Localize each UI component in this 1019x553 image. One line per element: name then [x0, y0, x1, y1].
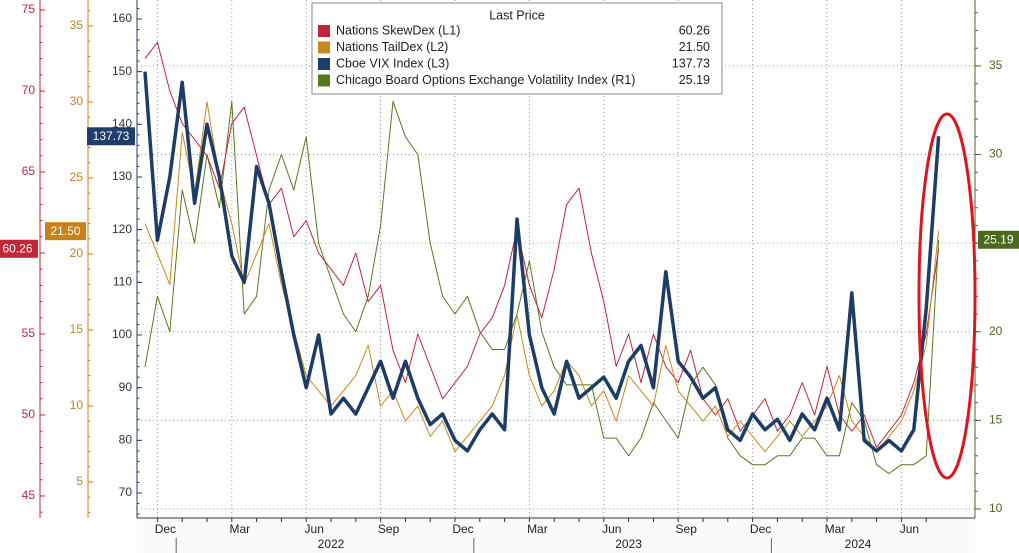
y-tick-label: 80 [119, 433, 133, 447]
badges: 60.26 21.50 137.73 25.19 [0, 127, 1019, 258]
y-tick-label: 30 [989, 147, 1003, 161]
x-tick-label: Mar [229, 522, 250, 536]
series-line [143, 71, 941, 453]
y-tick-label: 20 [989, 324, 1003, 338]
y-tick-label: 90 [119, 380, 133, 394]
last-value-badge [978, 230, 1019, 249]
last-value-badge [0, 239, 38, 258]
y-tick-label: 35 [989, 58, 1003, 72]
y-tick-label: 70 [119, 485, 133, 499]
y-tick-label: 150 [112, 64, 132, 78]
y-tick-label: 30 [70, 94, 84, 108]
y-tick-label: 10 [70, 398, 84, 412]
year-label: 2023 [615, 537, 642, 551]
y-tick-label: 35 [70, 18, 84, 32]
last-value-badge [87, 127, 135, 146]
y-tick-label: 10 [989, 501, 1003, 515]
x-tick-label: Dec [452, 522, 473, 536]
last-value-label: 60.26 [2, 241, 32, 255]
legend-rows: Nations SkewDex (L1) 60.26 Nations TailDex… [318, 23, 710, 87]
last-value-label: 25.19 [983, 232, 1013, 246]
y-tick-label: 55 [22, 326, 36, 340]
legend-label: Nations TailDex (L2) [336, 40, 448, 54]
y-tick-label: 75 [22, 2, 36, 16]
last-value-label: 137.73 [93, 129, 130, 143]
x-tick-label: Sep [676, 522, 698, 536]
x-tick-label: Mar [825, 522, 846, 536]
y-tick-label: 160 [112, 11, 132, 25]
y-tick-label: 120 [112, 222, 132, 236]
y-tick-label: 100 [112, 327, 132, 341]
year-label: 2024 [845, 537, 872, 551]
series-line [144, 100, 940, 474]
x-tick-label: Mar [527, 522, 548, 536]
x-tick-label: Jun [305, 522, 324, 536]
y-tick-label: 70 [22, 83, 36, 97]
y-tick-label: 65 [22, 164, 36, 178]
legend-swatch [318, 25, 330, 37]
y-tick-label: 140 [112, 116, 132, 130]
y-tick-label: 15 [989, 413, 1003, 427]
legend-title: Last Price [489, 8, 545, 22]
y-tick-label: 130 [112, 169, 132, 183]
legend: Last Price Nations SkewDex (L1) 60.26Nati… [311, 2, 723, 95]
legend-value: 21.50 [679, 40, 710, 54]
y-tick-label: 45 [22, 488, 36, 502]
year-label: 2022 [318, 537, 345, 551]
series-line [144, 101, 940, 453]
last-value-badge [45, 222, 86, 241]
x-tick-label: Jun [602, 522, 621, 536]
highlight-ellipse [917, 112, 977, 480]
legend-value: 25.19 [679, 73, 710, 87]
legend-box [311, 2, 723, 95]
legend-swatch [318, 58, 330, 70]
plot-lines [143, 41, 941, 474]
legend-label: Cboe VIX Index (L3) [336, 56, 449, 70]
y-tick-label: 25 [70, 170, 84, 184]
legend-label: Nations SkewDex (L1) [336, 23, 460, 37]
y-tick-label: 50 [22, 407, 36, 421]
legend-swatch [318, 41, 330, 54]
legend-swatch [318, 74, 330, 87]
y-tick-label: 15 [70, 322, 84, 336]
x-tick-label: Dec [750, 522, 771, 536]
x-tick-label: Dec [155, 522, 176, 536]
series-line [144, 41, 940, 448]
x-tick-label: Sep [378, 522, 400, 536]
y-tick-label: 20 [70, 246, 84, 260]
x-axis-band [137, 519, 975, 553]
legend-value: 60.26 [679, 23, 710, 37]
y-tick-label: 5 [76, 474, 83, 488]
legend-value: 137.73 [672, 56, 710, 70]
x-tick-label: Jun [900, 522, 919, 536]
y-tick-label: 110 [113, 275, 132, 289]
last-value-label: 21.50 [50, 224, 80, 238]
legend-label: Chicago Board Options Exchange Volatilit… [336, 73, 635, 87]
